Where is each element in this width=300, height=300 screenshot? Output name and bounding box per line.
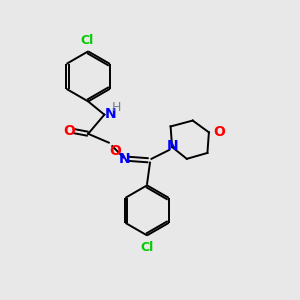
Text: Cl: Cl — [140, 241, 154, 254]
Text: N: N — [119, 152, 131, 166]
Text: Cl: Cl — [80, 34, 93, 47]
Text: O: O — [110, 144, 121, 158]
Text: N: N — [105, 107, 117, 121]
Text: O: O — [63, 124, 75, 138]
Text: H: H — [112, 101, 122, 114]
Text: N: N — [166, 140, 178, 154]
Text: O: O — [213, 125, 225, 139]
